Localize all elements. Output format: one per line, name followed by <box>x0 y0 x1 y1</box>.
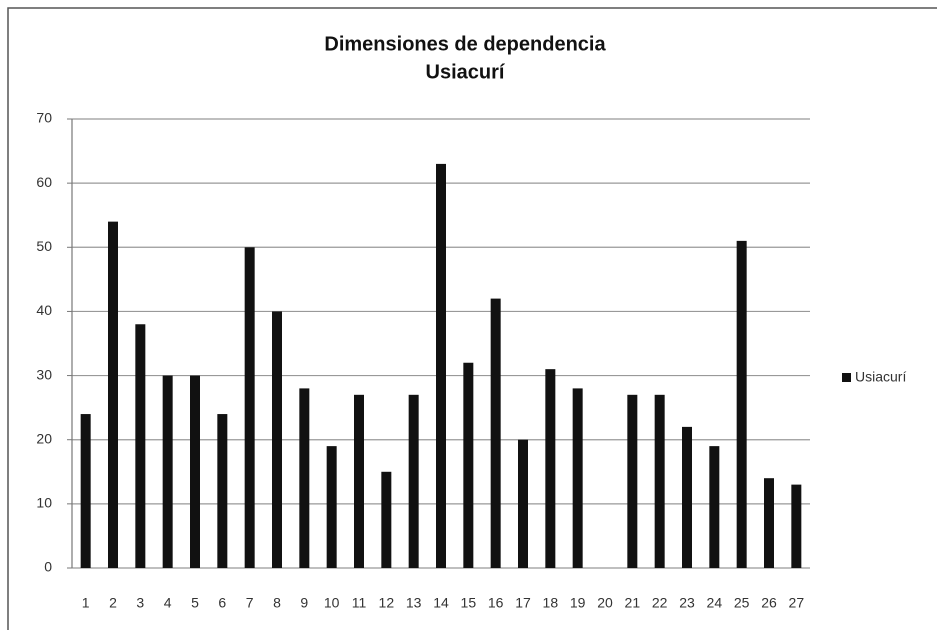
x-tick-label: 4 <box>164 595 172 611</box>
y-tick-label: 70 <box>36 110 52 126</box>
bar <box>272 311 282 568</box>
bar <box>518 439 528 568</box>
bar <box>326 446 337 568</box>
chart-title: Dimensiones de dependencia <box>324 33 606 55</box>
x-tick-label: 5 <box>191 595 199 611</box>
bar <box>381 471 392 568</box>
x-tick-label: 23 <box>679 595 695 611</box>
x-tick-label: 2 <box>109 595 117 611</box>
x-tick-label: 21 <box>625 595 641 611</box>
bar <box>463 362 474 568</box>
x-tick-label: 27 <box>789 595 805 611</box>
bar <box>299 388 310 568</box>
y-tick-label: 40 <box>36 302 52 318</box>
bar <box>244 247 255 569</box>
bar <box>682 426 692 568</box>
bar <box>190 375 200 568</box>
bar <box>654 394 665 568</box>
x-tick-label: 9 <box>300 595 308 611</box>
bar <box>408 394 419 568</box>
bar <box>108 221 118 568</box>
x-tick-label: 25 <box>734 595 750 611</box>
x-tick-label: 16 <box>488 595 504 611</box>
legend-swatch <box>842 373 851 382</box>
chart-frame <box>7 7 937 630</box>
x-tick-label: 6 <box>218 595 226 611</box>
bar <box>354 394 364 568</box>
bar <box>736 240 747 568</box>
bar <box>490 298 501 568</box>
bar <box>764 478 774 568</box>
x-tick-label: 17 <box>515 595 531 611</box>
bar <box>572 388 583 568</box>
y-tick-label: 50 <box>36 238 52 254</box>
y-tick-label: 10 <box>36 495 52 511</box>
x-tick-label: 12 <box>379 595 395 611</box>
x-tick-label: 3 <box>136 595 144 611</box>
y-tick-label: 30 <box>36 366 52 382</box>
y-tick-label: 0 <box>44 559 52 575</box>
x-tick-label: 11 <box>352 595 367 611</box>
x-tick-label: 15 <box>461 595 477 611</box>
bar <box>162 375 173 568</box>
x-tick-label: 18 <box>543 595 559 611</box>
legend-label: Usiacurí <box>855 369 906 385</box>
x-tick-label: 26 <box>761 595 777 611</box>
x-tick-label: 8 <box>273 595 281 611</box>
bar <box>436 163 446 568</box>
x-tick-label: 19 <box>570 595 586 611</box>
bar <box>545 369 556 568</box>
x-tick-label: 1 <box>82 595 90 611</box>
bar <box>627 394 638 568</box>
x-tick-label: 24 <box>707 595 723 611</box>
x-tick-label: 7 <box>246 595 254 611</box>
bar <box>135 324 146 568</box>
bar <box>80 414 91 568</box>
x-tick-label: 20 <box>597 595 613 611</box>
x-tick-label: 10 <box>324 595 340 611</box>
bar <box>791 484 802 568</box>
x-tick-label: 22 <box>652 595 668 611</box>
x-tick-label: 14 <box>433 595 449 611</box>
bar <box>217 414 228 568</box>
bar <box>709 446 720 568</box>
x-tick-label: 13 <box>406 595 422 611</box>
y-tick-label: 20 <box>36 430 52 446</box>
chart-subtitle: Usiacurí <box>426 61 506 83</box>
y-tick-label: 60 <box>36 174 52 190</box>
